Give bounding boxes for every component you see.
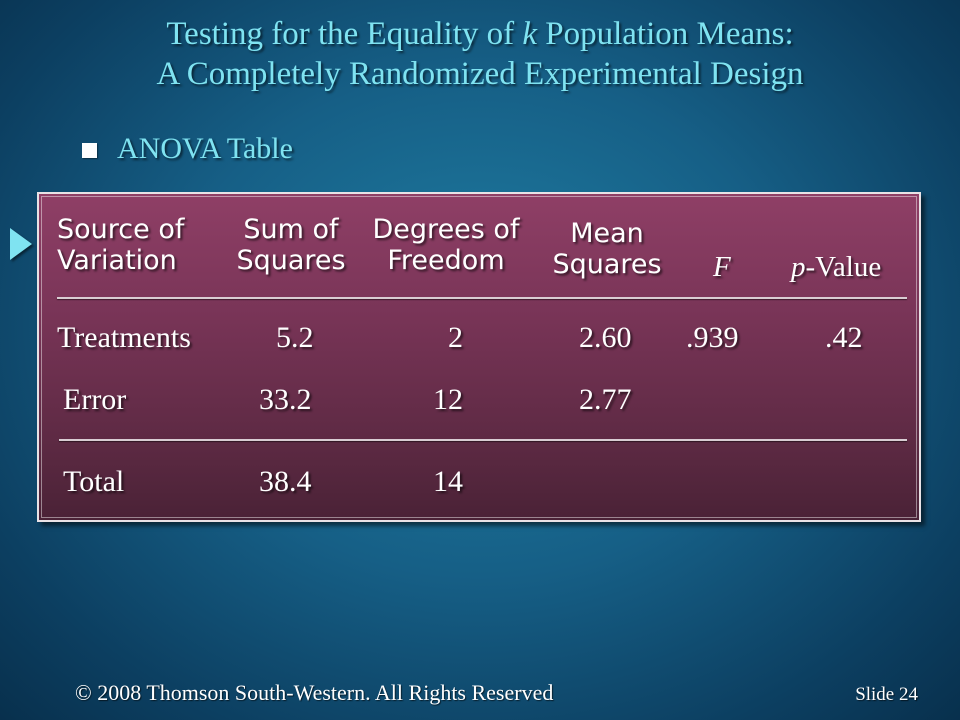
header-f: F [713, 251, 731, 283]
bullet-item: ANOVA Table [82, 130, 293, 168]
row-total-ss: 38.4 [259, 465, 312, 498]
slide-title-line-2: A Completely Randomized Experimental Des… [156, 56, 804, 92]
anova-table: Source of Variation Sum of Squares Degre… [37, 192, 921, 522]
row-total-df: 14 [433, 465, 463, 498]
row-treatments-ss: 5.2 [276, 321, 314, 354]
slide-title-line-1: Testing for the Equality of k Population… [166, 16, 794, 52]
row-error-df: 12 [433, 383, 463, 416]
row-error-source: Error [63, 383, 127, 416]
square-bullet-icon [82, 142, 97, 158]
row-treatments-df: 2 [448, 321, 463, 354]
row-error-ms: 2.77 [579, 383, 632, 416]
header-source-of-variation: Source of Variation [57, 214, 185, 276]
copyright-notice: © 2008 Thomson South-Western. All Rights… [75, 680, 554, 705]
row-treatments-source: Treatments [57, 321, 191, 354]
row-treatments-ms: 2.60 [579, 321, 632, 354]
row-treatments-f: .939 [686, 321, 739, 354]
row-total-source: Total [63, 465, 125, 498]
header-divider [57, 297, 907, 299]
row-error-ss: 33.2 [259, 383, 312, 416]
header-p-value: p-Value [791, 251, 882, 283]
triangle-arrow-icon [10, 228, 32, 260]
header-sum-of-squares: Sum of Squares [236, 214, 346, 276]
slide-number: Slide 24 [855, 684, 918, 705]
row-treatments-p: .42 [825, 321, 863, 354]
header-mean-squares: Mean Squares [552, 218, 662, 280]
slide-title: Testing for the Equality of k Population… [0, 14, 960, 94]
total-divider [59, 439, 907, 441]
header-degrees-of-freedom: Degrees of Freedom [372, 214, 520, 276]
bullet-label: ANOVA Table [117, 132, 293, 165]
